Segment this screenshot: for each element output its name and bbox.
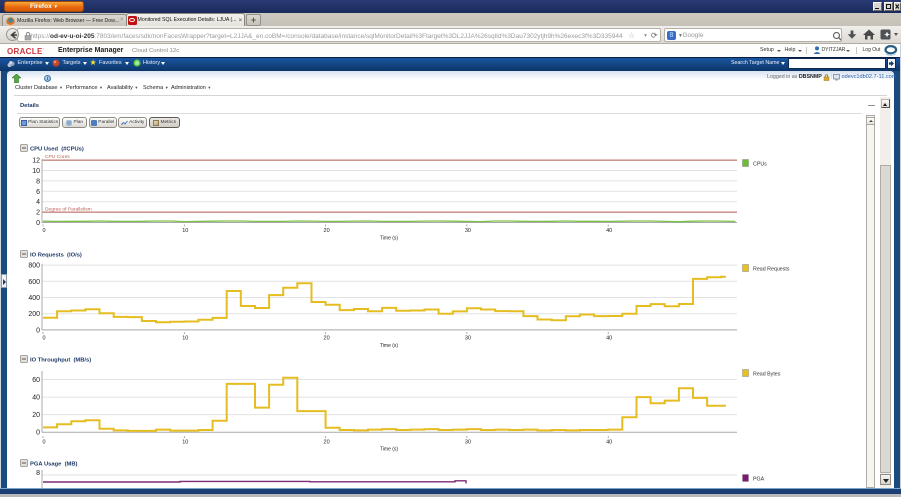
svg-text:PGA Usage (MB): PGA Usage (MB) [30, 462, 78, 468]
svg-text:0: 0 [42, 228, 45, 234]
svg-text:4: 4 [36, 199, 40, 206]
svg-text:IO Throughput (MB/s): IO Throughput (MB/s) [30, 358, 91, 364]
svg-text:40: 40 [606, 440, 612, 446]
svg-text:20: 20 [324, 228, 330, 234]
svg-text:30: 30 [465, 336, 471, 342]
svg-text:CPU Used (#CPUs): CPU Used (#CPUs) [30, 147, 84, 153]
svg-text:Time (s): Time (s) [380, 447, 398, 453]
svg-text:6: 6 [36, 189, 40, 196]
svg-text:40: 40 [32, 395, 40, 402]
svg-text:Read Requests: Read Requests [753, 266, 790, 272]
svg-text:0: 0 [42, 336, 45, 342]
svg-text:2: 2 [36, 210, 40, 217]
svg-text:20: 20 [324, 336, 330, 342]
svg-text:0: 0 [36, 430, 40, 437]
svg-text:40: 40 [606, 336, 612, 342]
svg-text:Degree of Parallelism: Degree of Parallelism [45, 207, 92, 213]
svg-text:60: 60 [32, 377, 40, 384]
svg-text:40: 40 [606, 228, 612, 234]
svg-text:0: 0 [36, 327, 40, 334]
svg-text:30: 30 [465, 440, 471, 446]
svg-text:0: 0 [36, 220, 40, 227]
svg-text:0: 0 [42, 440, 45, 446]
svg-text:30: 30 [465, 228, 471, 234]
svg-text:400: 400 [28, 295, 40, 302]
svg-text:PGA: PGA [753, 476, 765, 482]
svg-text:20: 20 [324, 440, 330, 446]
svg-text:Time (s): Time (s) [380, 236, 398, 242]
svg-text:Time (s): Time (s) [380, 343, 398, 349]
svg-text:800: 800 [28, 263, 40, 270]
svg-text:8: 8 [36, 178, 40, 185]
svg-text:200: 200 [28, 311, 40, 318]
svg-text:8: 8 [36, 470, 40, 477]
svg-text:10: 10 [182, 336, 188, 342]
svg-text:Read Bytes: Read Bytes [753, 371, 781, 377]
svg-text:20: 20 [32, 412, 40, 419]
svg-text:CPUs: CPUs [753, 161, 767, 167]
svg-text:10: 10 [182, 228, 188, 234]
svg-text:600: 600 [28, 279, 40, 286]
svg-text:IO Requests (IO/s): IO Requests (IO/s) [30, 253, 82, 259]
svg-text:10: 10 [182, 440, 188, 446]
svg-text:CPU Cores: CPU Cores [45, 154, 70, 160]
svg-text:12: 12 [32, 158, 40, 165]
svg-text:10: 10 [32, 168, 40, 175]
